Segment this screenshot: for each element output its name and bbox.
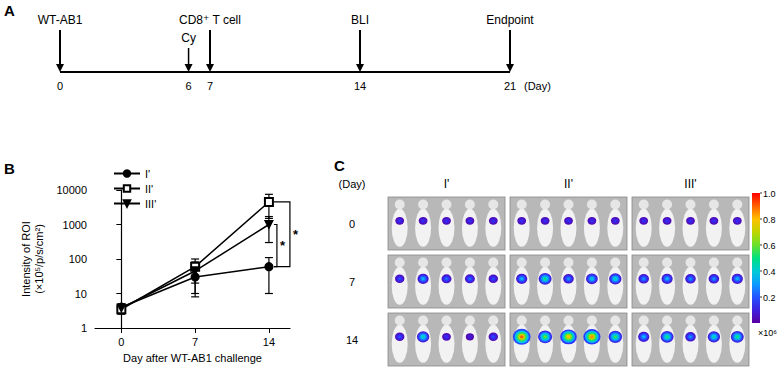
svg-text:Cy: Cy <box>181 31 196 45</box>
svg-text:III': III' <box>145 198 156 210</box>
svg-text:×10⁶: ×10⁶ <box>758 328 777 338</box>
svg-text:I': I' <box>145 168 150 180</box>
svg-text:*: * <box>280 238 286 253</box>
svg-text:C: C <box>334 157 345 174</box>
svg-text:I': I' <box>444 177 450 191</box>
svg-text:7: 7 <box>207 80 213 92</box>
svg-text:0.8: 0.8 <box>763 215 776 225</box>
svg-text:1.0: 1.0 <box>763 189 776 199</box>
svg-text:Endpoint: Endpoint <box>486 13 534 27</box>
svg-text:Intensity of ROI: Intensity of ROI <box>20 221 32 297</box>
svg-text:A: A <box>4 2 15 19</box>
svg-text:(Day): (Day) <box>339 178 366 190</box>
svg-text:10000: 10000 <box>56 184 87 196</box>
svg-text:14: 14 <box>354 80 366 92</box>
svg-text:10: 10 <box>75 288 87 300</box>
svg-text:B: B <box>4 160 15 177</box>
svg-text:0: 0 <box>349 218 355 230</box>
svg-text:0: 0 <box>118 336 124 348</box>
svg-text:21: 21 <box>504 80 516 92</box>
svg-text:CD8⁺ T cell: CD8⁺ T cell <box>179 13 241 27</box>
svg-text:14: 14 <box>346 334 358 346</box>
svg-text:II': II' <box>145 183 153 195</box>
svg-text:*: * <box>293 227 299 242</box>
svg-text:Day after WT-AB1 challenge: Day after WT-AB1 challenge <box>123 352 262 364</box>
svg-text:II': II' <box>564 177 573 191</box>
svg-text:7: 7 <box>349 276 355 288</box>
svg-text:6: 6 <box>186 80 192 92</box>
svg-text:BLI: BLI <box>351 13 369 27</box>
svg-text:14: 14 <box>263 336 275 348</box>
svg-text:0.4: 0.4 <box>763 267 776 277</box>
svg-text:0.6: 0.6 <box>763 241 776 251</box>
svg-text:7: 7 <box>192 336 198 348</box>
svg-text:0: 0 <box>57 80 63 92</box>
svg-text:(Day): (Day) <box>524 80 551 92</box>
svg-text:III': III' <box>684 177 696 191</box>
svg-text:0.2: 0.2 <box>763 293 776 303</box>
svg-text:WT-AB1: WT-AB1 <box>38 13 83 27</box>
svg-text:1: 1 <box>81 322 87 334</box>
svg-text:(×10⁵/p/s/cm²): (×10⁵/p/s/cm²) <box>33 224 45 294</box>
svg-text:1000: 1000 <box>63 219 87 231</box>
svg-text:100: 100 <box>69 253 87 265</box>
